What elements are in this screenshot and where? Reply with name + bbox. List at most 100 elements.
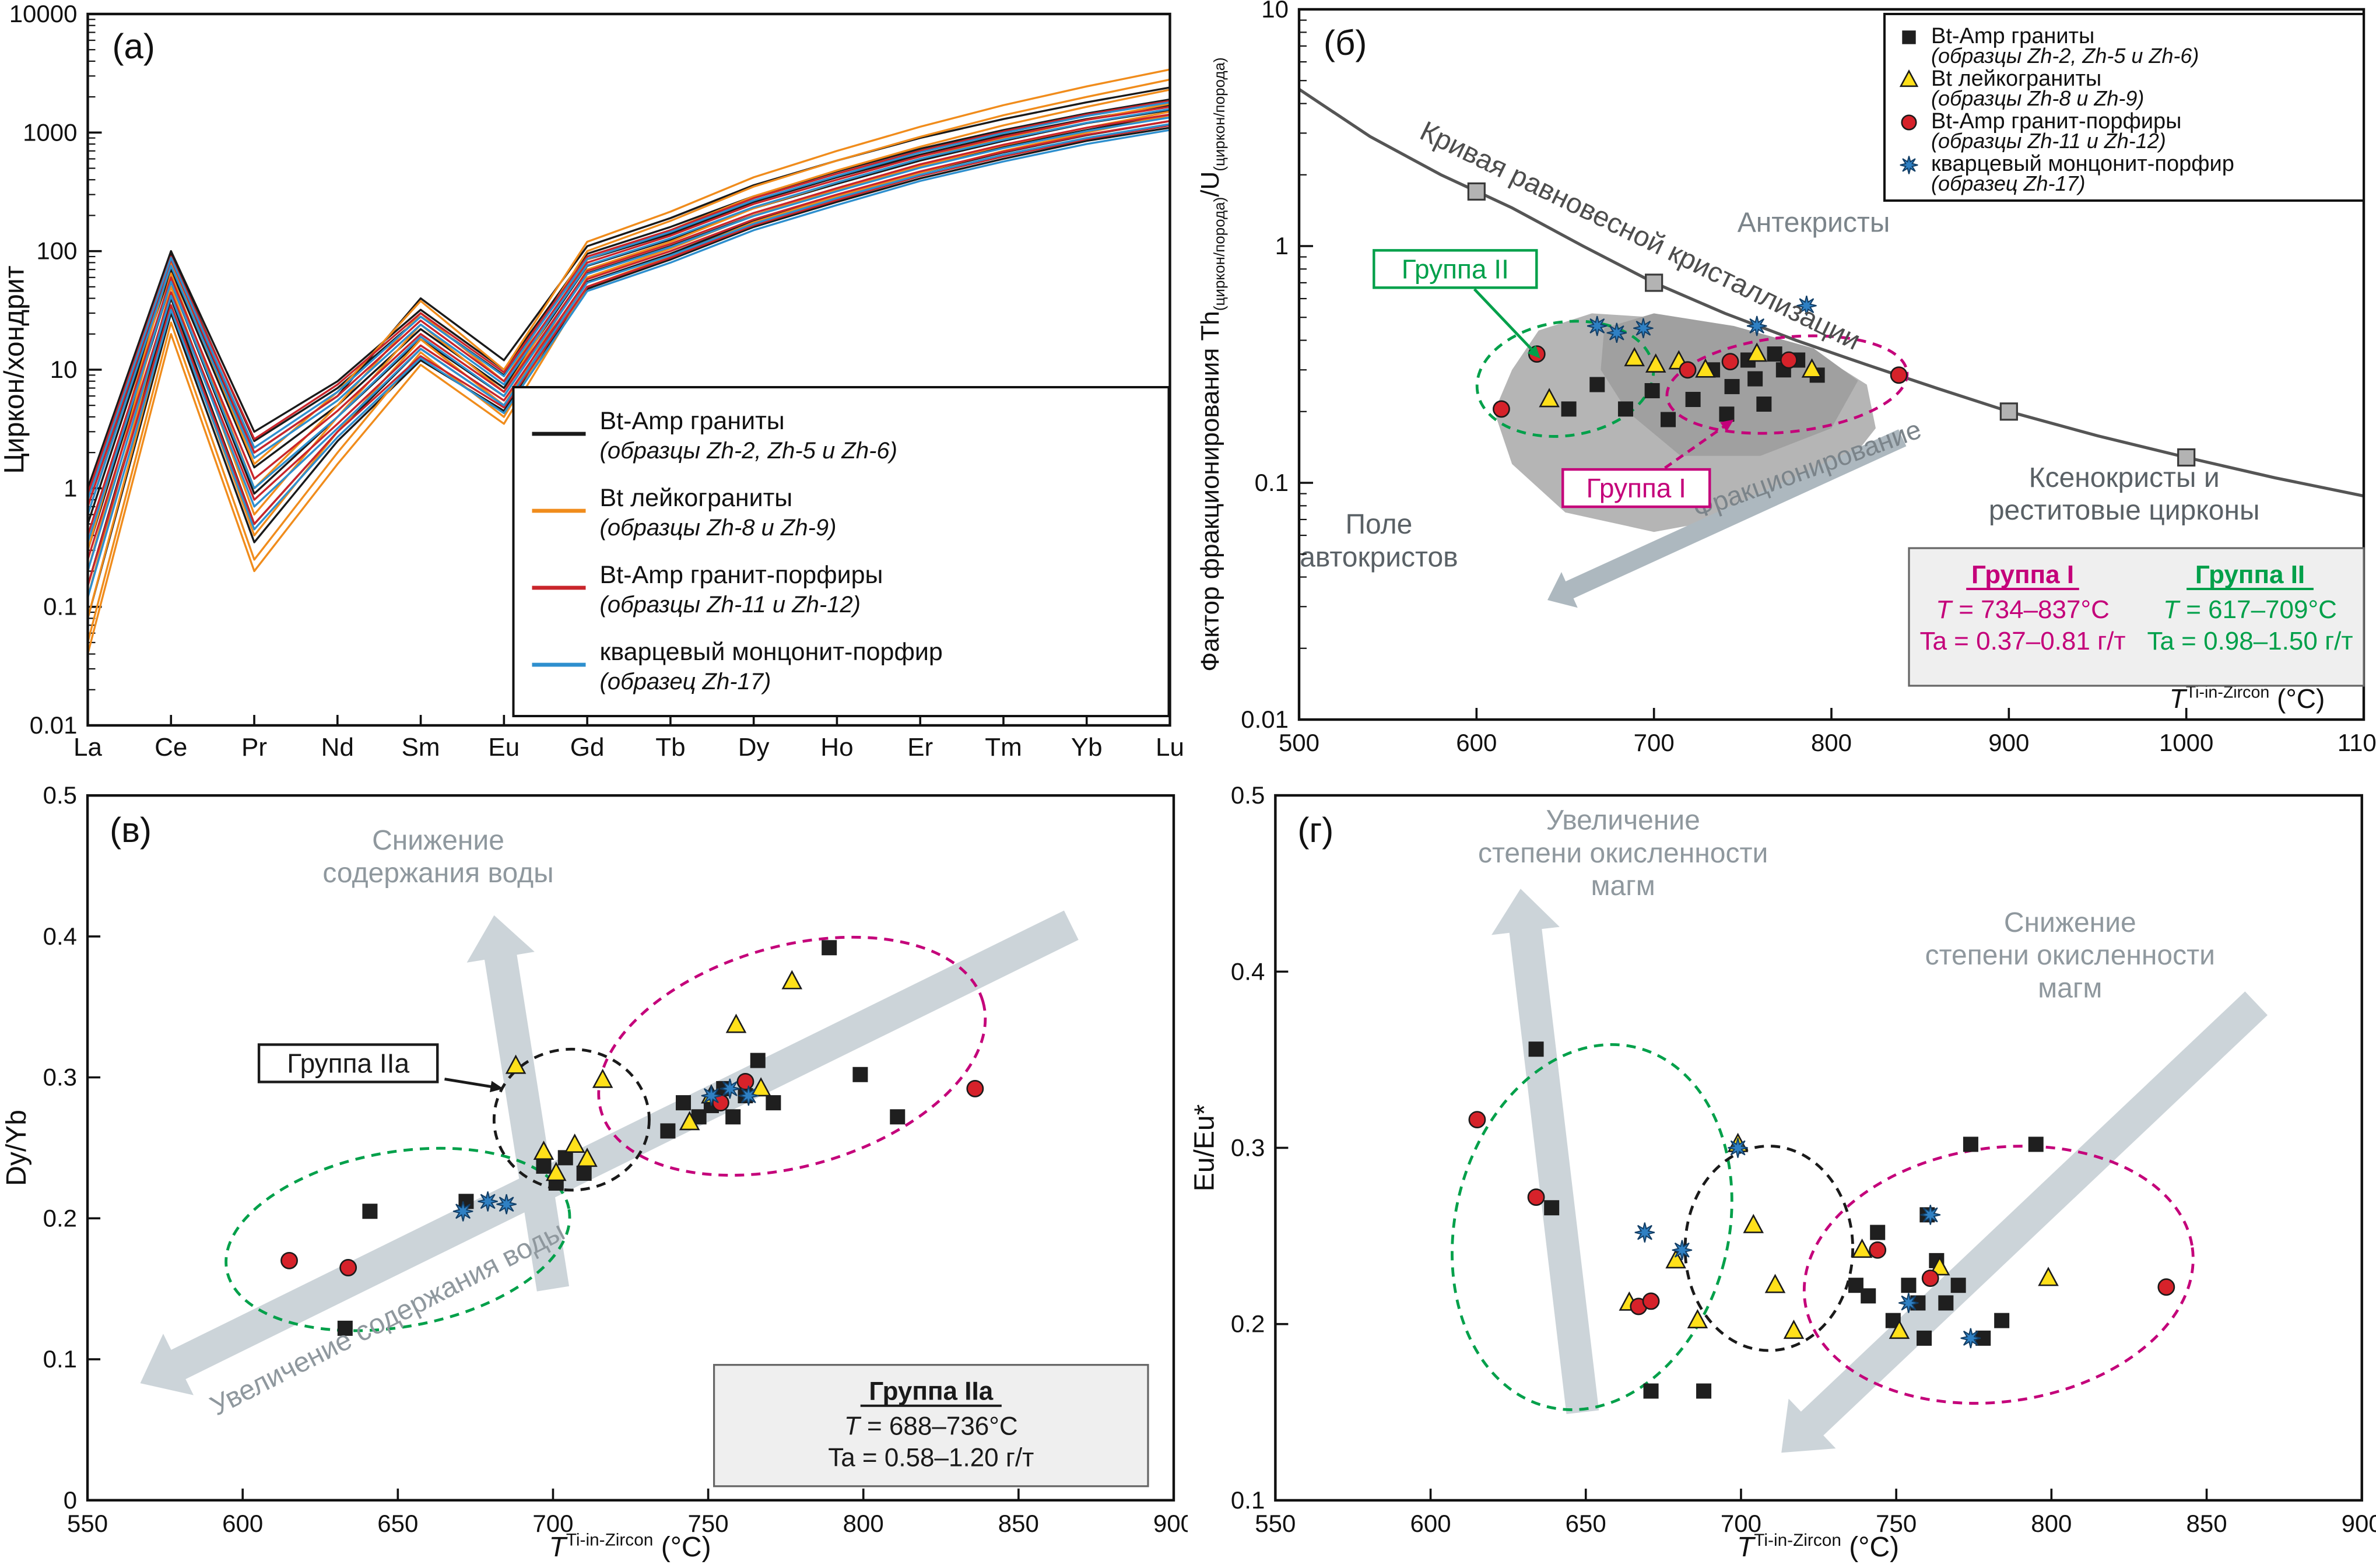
svg-text:Ксенокристы и: Ксенокристы и bbox=[2029, 462, 2220, 493]
svg-text:La: La bbox=[73, 733, 102, 762]
svg-text:Ho: Ho bbox=[820, 733, 853, 762]
svg-text:100: 100 bbox=[36, 237, 77, 265]
svg-text:(образцы Zh-11 и Zh-12): (образцы Zh-11 и Zh-12) bbox=[1931, 129, 2166, 153]
svg-text:(образцы Zh-2, Zh-5 и Zh-6): (образцы Zh-2, Zh-5 и Zh-6) bbox=[600, 438, 897, 464]
svg-text:TTi-in-Zircon (°C): TTi-in-Zircon (°C) bbox=[549, 1531, 711, 1563]
svg-text:Eu/Eu*: Eu/Eu* bbox=[1189, 1104, 1220, 1191]
svg-text:Eu: Eu bbox=[488, 733, 520, 762]
svg-text:650: 650 bbox=[377, 1510, 418, 1537]
svg-text:0.1: 0.1 bbox=[43, 1345, 77, 1373]
svg-text:Bt-Amp граниты: Bt-Amp граниты bbox=[1931, 24, 2094, 48]
svg-text:Группа II: Группа II bbox=[2195, 560, 2305, 589]
svg-text:TTi-in-Zircon (°C): TTi-in-Zircon (°C) bbox=[1737, 1531, 1899, 1563]
svg-text:автокристов: автокристов bbox=[1300, 542, 1458, 573]
svg-text:Gd: Gd bbox=[570, 733, 605, 762]
svg-text:750: 750 bbox=[688, 1510, 729, 1537]
svg-text:0.4: 0.4 bbox=[1231, 957, 1265, 985]
svg-text:0.1: 0.1 bbox=[1231, 1486, 1265, 1514]
svg-text:700: 700 bbox=[1634, 729, 1675, 756]
svg-text:Dy: Dy bbox=[738, 733, 770, 762]
svg-text:Bt-Amp гранит-порфиры: Bt-Amp гранит-порфиры bbox=[600, 561, 883, 589]
svg-text:600: 600 bbox=[1410, 1510, 1451, 1537]
svg-text:степени окисленности: степени окисленности bbox=[1478, 838, 1768, 869]
svg-text:0.3: 0.3 bbox=[43, 1064, 77, 1091]
svg-text:850: 850 bbox=[2186, 1510, 2227, 1537]
svg-text:Ta = 0.58–1.20 г/т: Ta = 0.58–1.20 г/т bbox=[828, 1444, 1034, 1472]
svg-text:10: 10 bbox=[50, 356, 78, 383]
svg-text:0.5: 0.5 bbox=[1231, 784, 1265, 809]
svg-text:TTi-in-Zircon (°C): TTi-in-Zircon (°C) bbox=[2170, 683, 2325, 714]
svg-text:500: 500 bbox=[1279, 729, 1319, 756]
svg-text:Sm: Sm bbox=[402, 733, 440, 762]
svg-text:Nd: Nd bbox=[321, 733, 354, 762]
svg-text:Снижение: Снижение bbox=[372, 825, 504, 856]
svg-text:Er: Er bbox=[907, 733, 933, 762]
svg-text:магм: магм bbox=[2038, 973, 2102, 1004]
svg-text:(в): (в) bbox=[110, 811, 152, 850]
svg-text:Антекристы: Антекристы bbox=[1738, 207, 1890, 238]
svg-text:900: 900 bbox=[1988, 729, 2029, 756]
svg-text:содержания воды: содержания воды bbox=[322, 858, 553, 889]
svg-text:Bt-Amp гранит-порфиры: Bt-Amp гранит-порфиры bbox=[1931, 109, 2181, 134]
svg-text:0.2: 0.2 bbox=[43, 1204, 77, 1232]
svg-text:магм: магм bbox=[1591, 871, 1655, 901]
svg-text:1000: 1000 bbox=[2159, 729, 2213, 756]
svg-text:Yb: Yb bbox=[1071, 733, 1103, 762]
svg-text:10000: 10000 bbox=[9, 0, 78, 27]
svg-text:(б): (б) bbox=[1324, 23, 1367, 62]
svg-text:0: 0 bbox=[64, 1486, 77, 1514]
svg-text:900: 900 bbox=[2342, 1510, 2376, 1537]
svg-text:Lu: Lu bbox=[1156, 733, 1184, 762]
svg-text:800: 800 bbox=[843, 1510, 884, 1537]
svg-text:1: 1 bbox=[64, 474, 77, 501]
svg-text:0.01: 0.01 bbox=[1241, 706, 1289, 733]
svg-text:600: 600 bbox=[1456, 729, 1497, 756]
svg-text:Ta = 0.98–1.50 г/т: Ta = 0.98–1.50 г/т bbox=[2147, 627, 2353, 655]
svg-text:0.1: 0.1 bbox=[43, 593, 77, 620]
svg-text:0.2: 0.2 bbox=[1231, 1310, 1265, 1338]
svg-text:Ce: Ce bbox=[155, 733, 187, 762]
svg-text:800: 800 bbox=[2031, 1510, 2072, 1537]
svg-text:кварцевый монцонит-порфир: кварцевый монцонит-порфир bbox=[600, 638, 943, 666]
svg-text:0.01: 0.01 bbox=[30, 711, 78, 739]
svg-text:Группа IIа: Группа IIа bbox=[869, 1377, 993, 1406]
svg-text:Циркон/хондрит: Циркон/хондрит bbox=[0, 265, 30, 473]
svg-text:0.3: 0.3 bbox=[1231, 1134, 1265, 1161]
svg-text:550: 550 bbox=[1255, 1510, 1296, 1537]
svg-text:Увеличение: Увеличение bbox=[1546, 805, 1700, 836]
svg-text:650: 650 bbox=[1566, 1510, 1606, 1537]
svg-text:Pr: Pr bbox=[241, 733, 267, 762]
svg-text:Tb: Tb bbox=[655, 733, 685, 762]
svg-text:750: 750 bbox=[1876, 1510, 1917, 1537]
svg-text:Снижение: Снижение bbox=[2004, 907, 2136, 938]
svg-text:Bt лейкограниты: Bt лейкограниты bbox=[1931, 66, 2101, 91]
svg-text:700: 700 bbox=[1721, 1510, 1761, 1537]
svg-text:T = 617–709°C: T = 617–709°C bbox=[2163, 595, 2337, 624]
svg-text:0.1: 0.1 bbox=[1255, 469, 1289, 496]
svg-text:0.5: 0.5 bbox=[43, 784, 77, 809]
svg-text:Группа I: Группа I bbox=[1587, 473, 1686, 503]
svg-text:Ta = 0.37–0.81 г/т: Ta = 0.37–0.81 г/т bbox=[1919, 627, 2125, 655]
svg-text:1000: 1000 bbox=[23, 118, 77, 146]
svg-text:(образец Zh-17): (образец Zh-17) bbox=[600, 669, 771, 694]
svg-text:T = 734–837°C: T = 734–837°C bbox=[1936, 595, 2110, 624]
svg-text:кварцевый монцонит-порфир: кварцевый монцонит-порфир bbox=[1931, 152, 2234, 176]
svg-text:Группа IIа: Группа IIа bbox=[287, 1048, 409, 1078]
svg-text:(образцы Zh-8 и Zh-9): (образцы Zh-8 и Zh-9) bbox=[1931, 86, 2144, 110]
svg-text:T = 688–736°C: T = 688–736°C bbox=[844, 1412, 1018, 1441]
svg-text:Bt-Amp граниты: Bt-Amp граниты bbox=[600, 407, 785, 435]
svg-text:Dy/Yb: Dy/Yb bbox=[1, 1110, 32, 1186]
svg-text:700: 700 bbox=[532, 1510, 573, 1537]
svg-text:Фактор фракционирования Th(цир: Фактор фракционирования Th(циркон/порода… bbox=[1196, 57, 1228, 671]
svg-text:900: 900 bbox=[1153, 1510, 1188, 1537]
svg-text:550: 550 bbox=[67, 1510, 108, 1537]
svg-text:Bt лейкограниты: Bt лейкограниты bbox=[600, 484, 793, 512]
svg-text:Группа II: Группа II bbox=[1402, 254, 1509, 284]
svg-text:реститовые цирконы: реститовые цирконы bbox=[1989, 495, 2260, 526]
svg-text:степени окисленности: степени окисленности bbox=[1925, 940, 2215, 971]
svg-text:(образец Zh-17): (образец Zh-17) bbox=[1931, 171, 2085, 195]
